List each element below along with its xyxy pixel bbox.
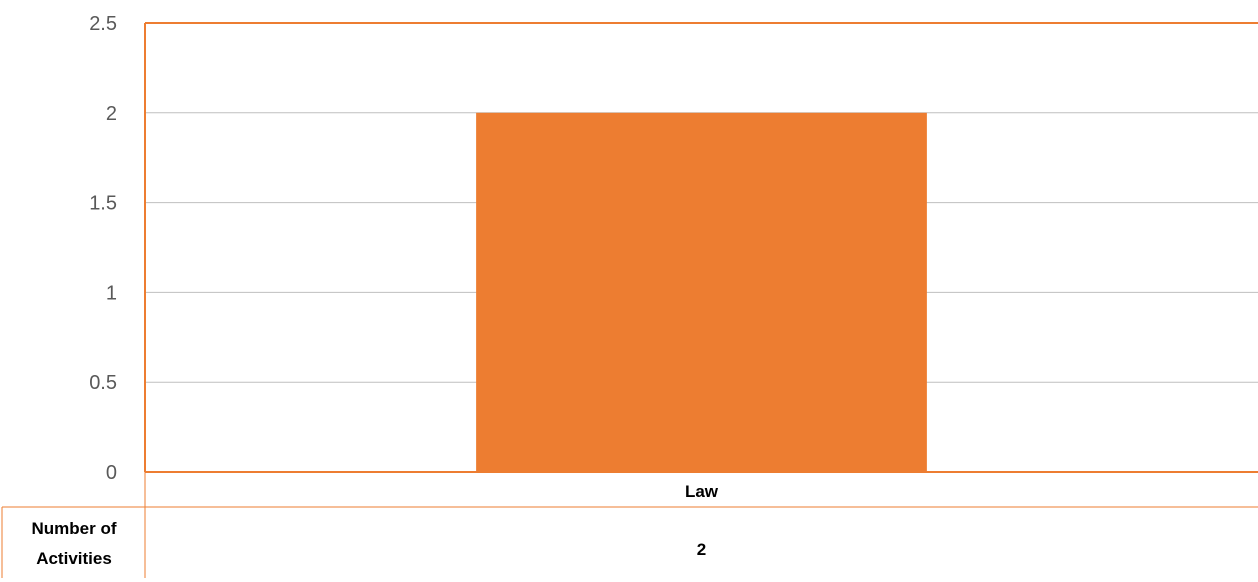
data-label: 2 [697,540,706,559]
data-table: Law Number of Activities 2 [1,472,1258,578]
y-tick-label: 0 [106,462,117,484]
x-tick-label: Law [685,482,719,501]
y-tick-label: 0.5 [89,372,117,394]
y-tick-label: 1.5 [89,193,117,215]
y-tick-label: 1 [106,282,117,304]
y-tick-label: 2 [106,103,117,125]
table-row-label: Activities [36,549,112,568]
bars [476,112,927,473]
bar [476,112,927,473]
y-axis-ticks: 0 0.5 1 1.5 2 2.5 [89,13,117,484]
y-tick-label: 2.5 [89,13,117,35]
table-row-label: Number of [32,519,117,538]
plot-frame [144,22,1258,473]
